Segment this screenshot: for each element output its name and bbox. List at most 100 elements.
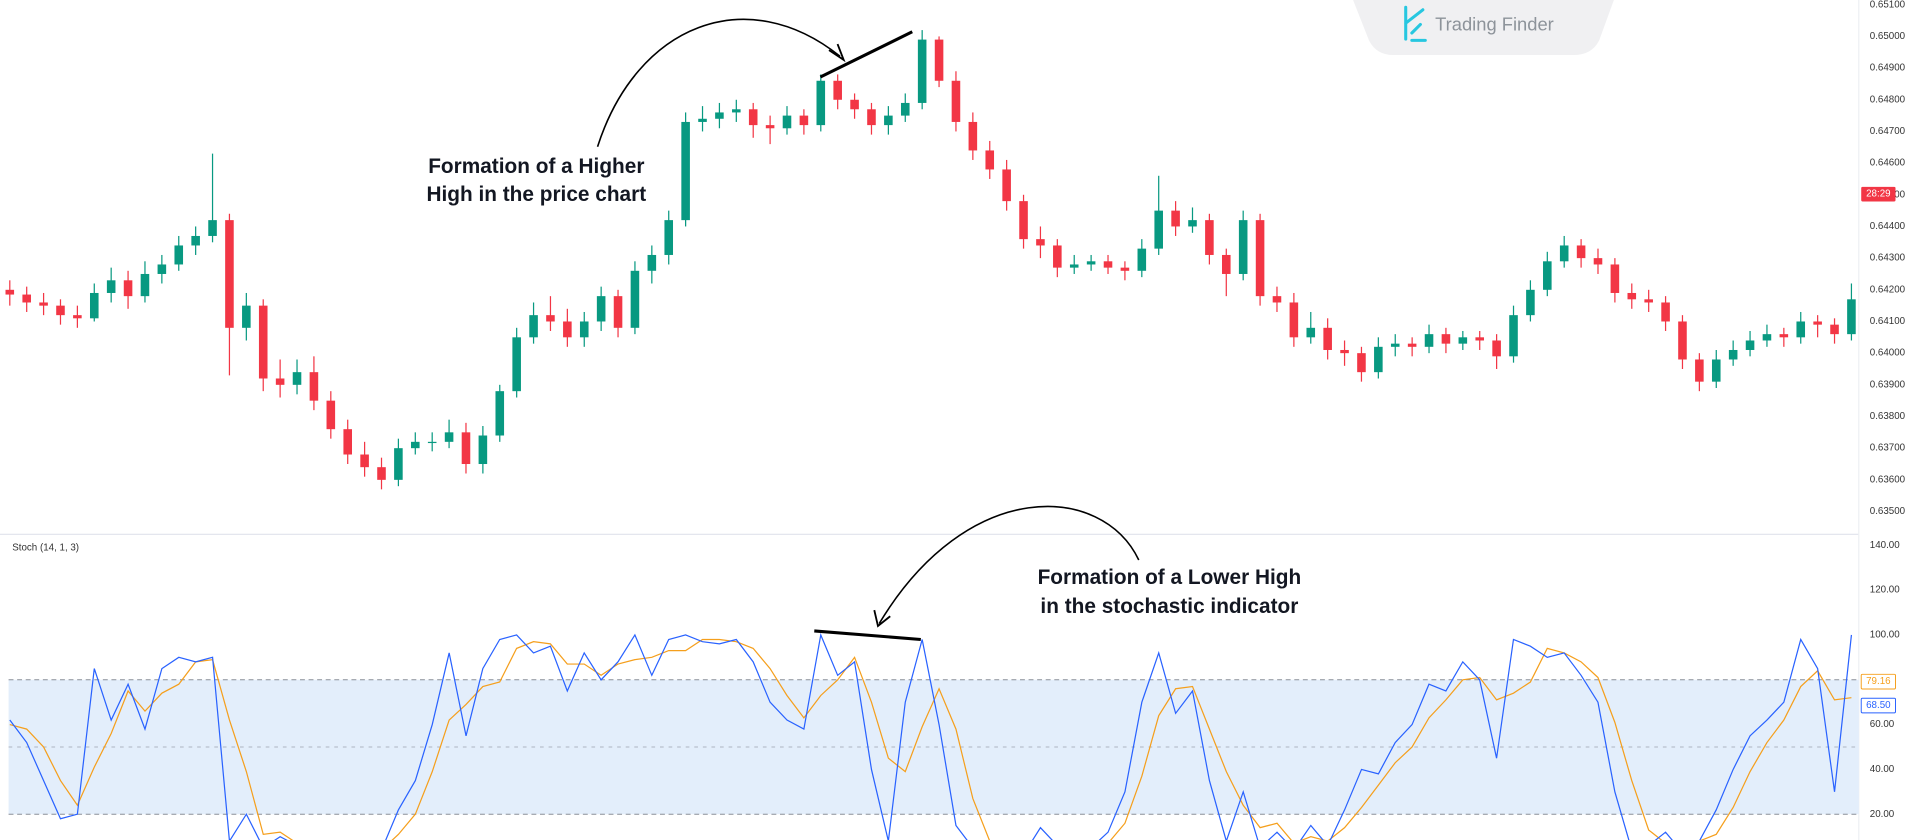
candle-body: [1205, 220, 1214, 255]
candle-body: [1441, 334, 1451, 344]
candle-body: [529, 315, 538, 338]
y-tick-label: 60.00: [1870, 719, 1895, 730]
candle-body: [377, 467, 386, 480]
candle-body: [1171, 210, 1180, 227]
stoch-arrow: [878, 505, 1140, 624]
candle-body: [22, 294, 31, 303]
candle-body: [850, 99, 859, 110]
candle-body: [664, 220, 674, 255]
candle-body: [968, 121, 978, 151]
candle-body: [174, 245, 184, 265]
candle-body: [1475, 337, 1485, 341]
y-tick-label: 0.64800: [1870, 94, 1906, 105]
candle-body: [1238, 220, 1248, 274]
candle-body: [292, 372, 302, 385]
candle-body: [427, 441, 437, 444]
candle-body: [867, 109, 876, 126]
candle-body: [1340, 349, 1349, 354]
candle-body: [1374, 346, 1383, 373]
marks: 0.63500 0.63600 0.63700 0.63800 0.63900 0.640…: [5, 0, 1906, 840]
y-tick-label: 140.00: [1870, 540, 1900, 551]
candle-body: [56, 305, 65, 316]
price-arrowhead: [828, 43, 846, 63]
y-tick-label: 0.65000: [1870, 31, 1906, 42]
candle-body: [106, 280, 116, 293]
candle-body: [478, 435, 488, 465]
candle-body: [89, 292, 99, 319]
candle-body: [613, 296, 623, 328]
candle-body: [1424, 334, 1434, 347]
candle-body: [1593, 258, 1603, 265]
candle-body: [444, 432, 454, 442]
stoch-line: [9, 632, 1853, 840]
value-tag: [1860, 673, 1897, 690]
candle-body: [782, 115, 792, 129]
y-tick-label: 100.00: [1870, 630, 1900, 641]
candle-body: [765, 125, 775, 129]
candle-body: [309, 372, 319, 401]
stoch-arrowhead: [873, 609, 891, 628]
candle-body: [1120, 267, 1130, 271]
candle-body: [630, 270, 640, 328]
candle-body: [1796, 321, 1806, 338]
candle-body: [1813, 321, 1822, 325]
y-tick-label: 0.64000: [1870, 348, 1906, 359]
candle-body: [579, 321, 589, 338]
y-tick-label: 20.00: [1870, 809, 1895, 820]
candle-body: [563, 321, 572, 338]
annotation: Formation of a Higher: [428, 155, 644, 178]
candle-body: [1137, 248, 1147, 271]
y-tick-label: 0.64400: [1870, 221, 1906, 232]
candle-body: [1188, 220, 1197, 227]
candle-body: [546, 315, 555, 322]
price-trendline: [819, 30, 913, 79]
indicator-title: Stoch (14, 1, 3): [12, 542, 79, 553]
candle-body: [461, 432, 471, 465]
candle-body: [1154, 210, 1163, 249]
stoch-line: [9, 638, 1852, 840]
candle-body: [1053, 245, 1062, 268]
y-tick-label: 0.64300: [1870, 253, 1906, 264]
candle-body: [951, 80, 961, 122]
y-tick-label: 40.00: [1870, 764, 1895, 775]
y-tick-label: 0.63600: [1870, 474, 1906, 485]
candle-body: [1036, 239, 1045, 246]
candle-body: [1306, 327, 1316, 338]
candle-body: [495, 391, 505, 436]
candle-body: [1103, 261, 1113, 268]
y-tick-label: 0.63900: [1870, 379, 1906, 390]
candle-body: [1728, 349, 1738, 360]
candle-body: [191, 235, 200, 246]
candle-body: [1559, 245, 1569, 262]
candle-body: [1678, 321, 1687, 360]
candle-body: [1458, 337, 1468, 344]
candle-body: [1762, 334, 1772, 341]
candle-body: [1289, 302, 1299, 338]
candle-body: [208, 220, 217, 236]
annotation: High in the price chart: [426, 183, 646, 206]
candle-body: [917, 39, 927, 103]
candle-body: [884, 115, 893, 126]
value-tag-label: 79.16: [1866, 676, 1890, 687]
logo-icon: [1404, 5, 1427, 42]
stoch-trendline: [814, 629, 921, 641]
candle-body: [1069, 264, 1079, 268]
candle-body: [73, 315, 82, 319]
y-tick-label: 0.64600: [1870, 158, 1906, 169]
candle-body: [39, 302, 48, 306]
candle-body: [1847, 299, 1856, 335]
y-tick-label: 0.64900: [1870, 63, 1906, 74]
candle-body: [900, 102, 910, 116]
candle-body: [1661, 302, 1670, 322]
candle-body: [360, 454, 369, 468]
candle-body: [1509, 315, 1518, 357]
price-arrow: [596, 18, 841, 147]
candle-body: [799, 115, 809, 126]
candle-body: [1745, 340, 1755, 350]
candle-body: [1323, 327, 1332, 350]
countdown-label: 28:29: [1866, 189, 1890, 200]
y-tick-label: 120.00: [1870, 585, 1900, 596]
candle-body: [326, 400, 336, 430]
candle-body: [1695, 359, 1704, 382]
